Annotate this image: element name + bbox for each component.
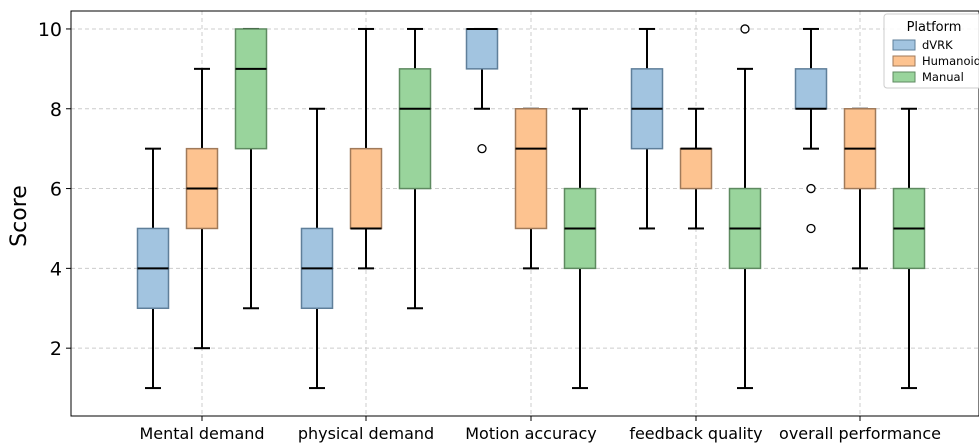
box-plot	[563, 107, 597, 390]
y-axis-label: Score	[7, 185, 32, 247]
outlier-point	[806, 223, 816, 234]
x-tick-label: feedback quality	[629, 424, 762, 443]
legend-label: Humanoid	[922, 54, 979, 68]
box-plot	[630, 27, 664, 230]
box-plot	[465, 27, 499, 154]
box-plot	[398, 27, 432, 310]
box-plot	[349, 27, 383, 270]
box-iqr	[514, 108, 548, 230]
outlier-point	[477, 144, 487, 154]
legend-label: dVRK	[922, 38, 953, 52]
legend-title: Platform	[907, 20, 962, 35]
y-tick-label: 6	[50, 179, 62, 201]
y-tick-label: 4	[50, 258, 62, 280]
legend-entries: dVRK Humanoid Manual	[892, 38, 979, 84]
y-tick-label: 2	[50, 338, 62, 360]
x-tick-label: physical demand	[298, 424, 434, 443]
legend-swatch	[892, 55, 916, 67]
outlier-point	[740, 24, 750, 34]
legend-label: Manual	[922, 70, 964, 84]
box-iqr	[398, 68, 432, 190]
box-iqr	[465, 28, 499, 70]
box-plot	[728, 24, 762, 390]
x-axis: Mental demand physical demand Motion accur…	[139, 416, 941, 443]
x-tick-label: Motion accuracy	[465, 424, 597, 443]
box-iqr	[234, 28, 268, 150]
box-plot	[514, 107, 548, 270]
box-plot	[136, 147, 170, 390]
legend-swatch	[892, 71, 916, 83]
legend: Platform dVRK Humanoid Manual	[883, 13, 979, 89]
box-plot	[300, 107, 334, 390]
box-groups	[136, 24, 926, 390]
box-plot	[794, 27, 828, 234]
box-plot	[843, 107, 877, 270]
x-tick-label: Mental demand	[139, 424, 264, 443]
box-plot	[234, 27, 268, 310]
y-tick-label: 8	[50, 99, 62, 121]
box-iqr	[679, 147, 713, 190]
legend-swatch	[892, 39, 916, 51]
outlier-point	[806, 183, 816, 194]
box-plot	[679, 107, 713, 230]
box-iqr	[794, 68, 828, 110]
y-axis: 2 4 6 8 10	[38, 19, 71, 360]
y-tick-label: 10	[38, 19, 62, 41]
box-plot	[185, 67, 219, 350]
box-plot	[892, 107, 926, 390]
plot-frame	[70, 10, 979, 417]
x-tick-label: overall performance	[779, 424, 941, 443]
box-iqr	[349, 147, 383, 230]
legend-frame	[883, 13, 979, 89]
